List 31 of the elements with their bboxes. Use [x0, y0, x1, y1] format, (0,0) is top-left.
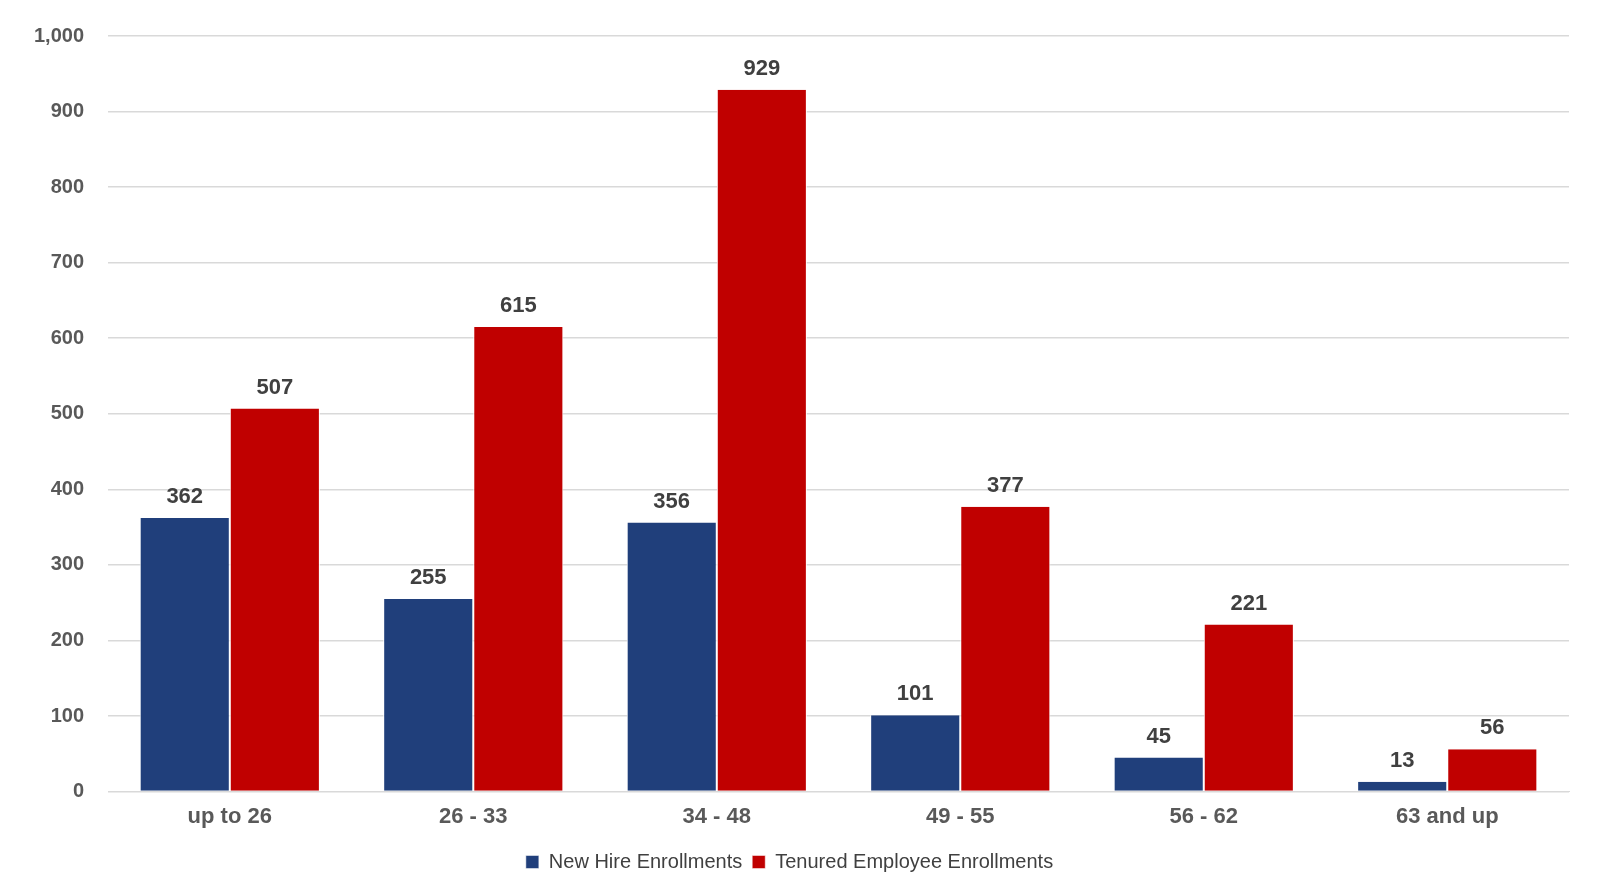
y-tick-label: 1,000 [33, 23, 85, 46]
data-label: 362 [166, 483, 204, 509]
legend-label: New Hire Enrollments [548, 849, 743, 872]
y-tick-label: 500 [50, 401, 85, 424]
data-label: 356 [653, 487, 691, 513]
data-label: 13 [1389, 746, 1415, 772]
x-tick-label: 26 - 33 [439, 802, 508, 828]
data-label: 56 [1480, 714, 1505, 740]
y-tick-label: 600 [50, 325, 85, 348]
y-tick-label: 200 [50, 628, 85, 650]
y-tick-label: 800 [50, 174, 85, 197]
data-label: 221 [1230, 589, 1268, 615]
y-tick-label: 700 [50, 250, 85, 273]
data-label: 255 [409, 563, 447, 589]
data-label: 615 [499, 291, 537, 317]
data-label: 101 [896, 680, 934, 706]
y-tick-label: 300 [50, 552, 85, 575]
x-tick-label: up to 26 [187, 802, 272, 828]
x-tick-label: 63 and up [1395, 802, 1499, 828]
data-label: 929 [743, 54, 781, 80]
data-label: 377 [986, 471, 1024, 497]
x-tick-label: 56 - 62 [1169, 802, 1239, 828]
x-tick-label: 49 - 55 [926, 802, 995, 828]
data-label: 45 [1146, 722, 1171, 748]
y-tick-label: 900 [50, 99, 85, 122]
y-tick-label: 0 [72, 779, 85, 802]
data-label: 507 [256, 373, 294, 399]
y-tick-label: 100 [50, 703, 85, 726]
y-tick-label: 400 [50, 476, 85, 499]
x-tick-label: 34 - 48 [682, 802, 752, 828]
legend-label: Tenured Employee Enrollments [775, 849, 1054, 872]
